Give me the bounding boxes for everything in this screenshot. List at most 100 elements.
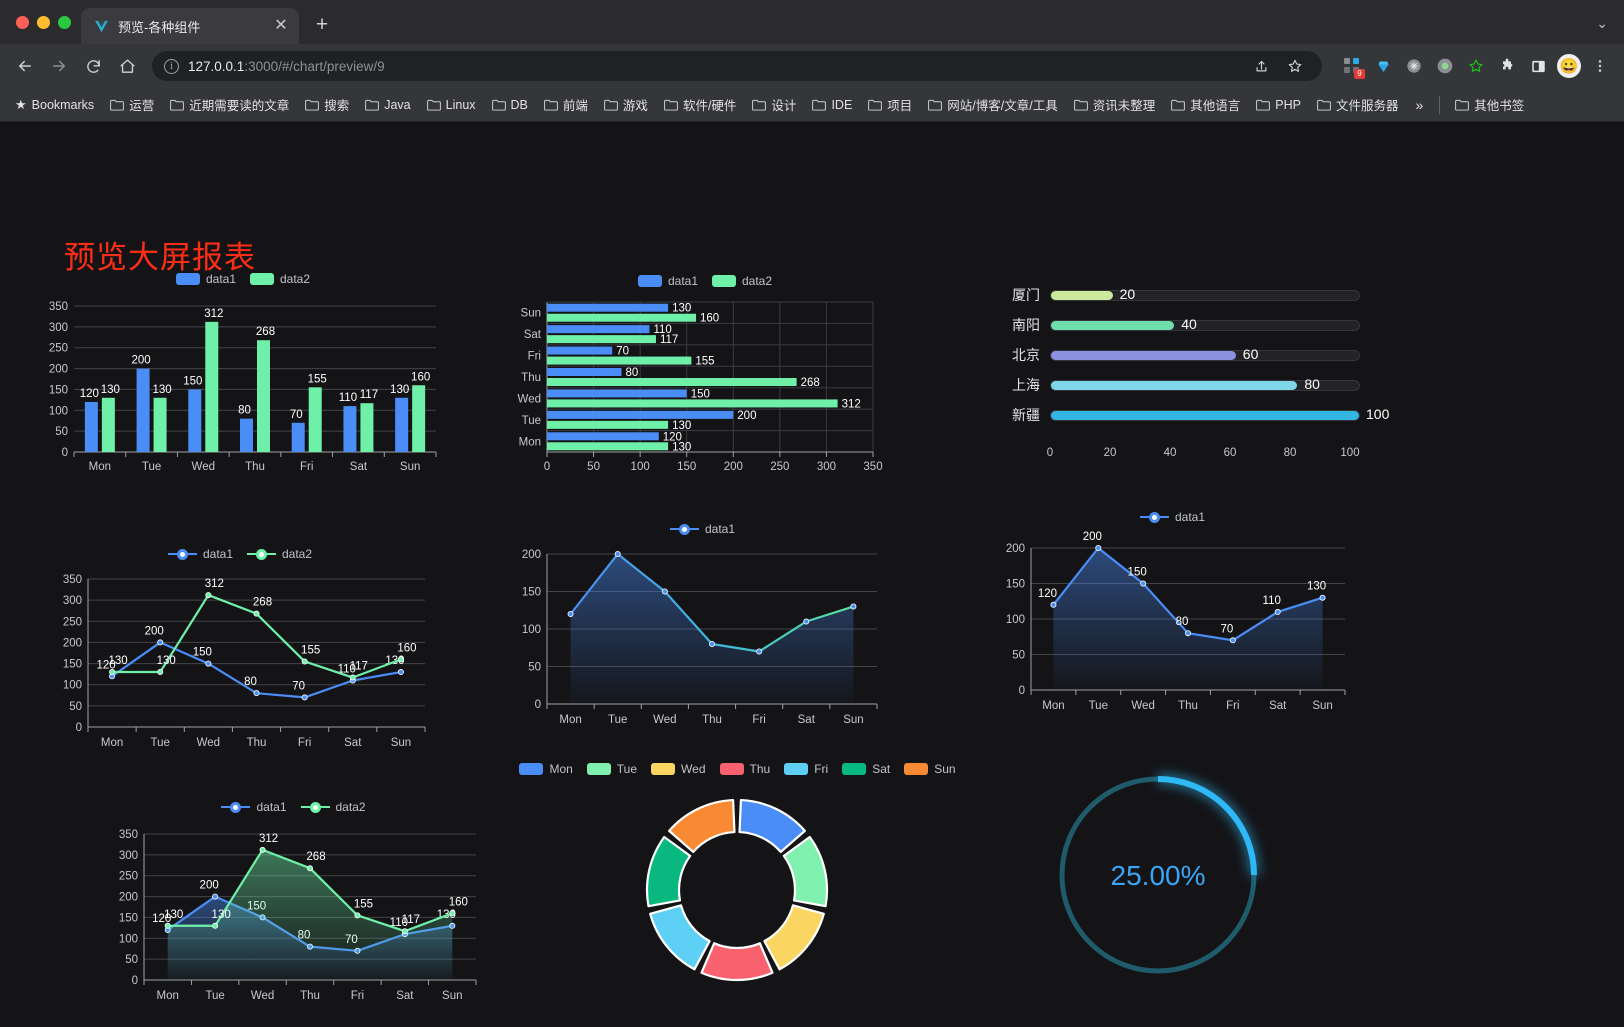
folder-icon (752, 99, 767, 111)
svg-text:250: 250 (770, 461, 789, 473)
side-panel-icon[interactable] (1524, 52, 1552, 80)
bookmark-item[interactable]: Linux (420, 94, 483, 116)
svg-text:150: 150 (1128, 567, 1147, 579)
bookmark-label: Java (384, 97, 411, 112)
folder-icon (1256, 99, 1271, 111)
puzzle-icon[interactable] (1493, 52, 1521, 80)
bookmarks-overflow-button[interactable]: » (1415, 96, 1424, 113)
bookmark-item[interactable]: 资讯未整理 (1067, 91, 1163, 118)
donut-plot (645, 798, 829, 982)
address-bar[interactable]: i 127.0.0.1:3000/#/chart/preview/9 (152, 51, 1322, 81)
close-tab-button[interactable]: ✕ (274, 17, 288, 34)
svg-text:200: 200 (145, 625, 164, 637)
browser-menu-icon[interactable] (1586, 52, 1614, 80)
folder-icon (868, 99, 883, 111)
share-icon[interactable] (1246, 51, 1276, 81)
circle-icon[interactable] (1431, 52, 1459, 80)
svg-text:Mon: Mon (157, 990, 179, 1002)
legend-donut-item[interactable]: Mon (519, 762, 573, 776)
legend-area-dual-item[interactable]: data2 (300, 800, 366, 814)
donut-segment-tue (782, 835, 829, 908)
legend-bar-vertical-item[interactable]: data2 (250, 272, 310, 286)
legend-line-smooth-item[interactable]: data1 (669, 522, 735, 536)
legend-donut-item[interactable]: Tue (586, 762, 637, 776)
home-button[interactable] (112, 51, 142, 81)
svg-text:100: 100 (49, 405, 68, 417)
svg-text:Wed: Wed (197, 737, 220, 749)
bookmark-item[interactable]: 软件/硬件 (657, 91, 743, 118)
site-info-icon[interactable]: i (164, 58, 179, 74)
bookmark-label: 近期需要读的文章 (189, 99, 290, 113)
bookmark-item[interactable]: 游戏 (597, 91, 655, 118)
bookmark-label: 运营 (129, 99, 155, 113)
svg-text:312: 312 (205, 578, 224, 590)
reload-button[interactable] (78, 51, 108, 81)
bookmark-item[interactable]: IDE (805, 94, 859, 116)
other-bookmarks-folder[interactable]: 其他书签 (1448, 91, 1531, 118)
svg-text:Fri: Fri (300, 461, 313, 473)
gear-icon[interactable] (1400, 52, 1428, 80)
legend-label: Mon (549, 762, 573, 776)
svg-text:110: 110 (338, 663, 356, 675)
progress-bar-fill (1051, 380, 1298, 390)
svg-text:0: 0 (132, 975, 138, 987)
bookmark-item[interactable]: 前端 (537, 91, 595, 118)
svg-text:117: 117 (402, 914, 420, 926)
close-window-button[interactable] (16, 15, 29, 29)
bookmark-item[interactable]: DB (485, 94, 535, 116)
bookmark-star-icon[interactable] (1280, 51, 1310, 81)
chevron-down-icon[interactable]: ⌄ (1596, 15, 1608, 31)
extensions-grid-icon[interactable]: 9 (1338, 52, 1366, 80)
progress-bar-label: 新疆 (1012, 408, 1040, 424)
bookmark-item[interactable]: Java (358, 94, 417, 116)
svg-text:50: 50 (528, 662, 541, 674)
legend-bar-horizontal-item[interactable]: data1 (637, 274, 698, 288)
bookmark-root[interactable]: ★ Bookmarks (8, 93, 101, 117)
legend-donut-item[interactable]: Sat (842, 762, 890, 776)
legend-donut-item[interactable]: Thu (719, 762, 770, 776)
bookmark-item[interactable]: 文件服务器 (1310, 91, 1406, 118)
legend-line-dual-item[interactable]: data1 (167, 547, 233, 561)
bookmark-item[interactable]: PHP (1249, 94, 1308, 116)
svg-text:100: 100 (1006, 614, 1025, 626)
svg-text:160: 160 (397, 642, 416, 654)
svg-text:Sat: Sat (1269, 700, 1287, 712)
svg-text:200: 200 (131, 355, 150, 367)
bookmark-item[interactable]: 设计 (745, 91, 803, 118)
svg-text:110: 110 (390, 917, 408, 929)
browser-tab[interactable]: 预览-各种组件 ✕ (81, 8, 299, 44)
legend-donut-item[interactable]: Fri (784, 762, 828, 776)
bookmark-item[interactable]: 近期需要读的文章 (163, 91, 296, 118)
svg-text:160: 160 (449, 896, 468, 908)
legend-line-dual-item[interactable]: data2 (247, 547, 312, 561)
svg-text:50: 50 (587, 461, 600, 473)
bookmark-item[interactable]: 网站/博客/文章/工具 (921, 91, 1064, 118)
bookmark-item[interactable]: 搜索 (298, 91, 356, 118)
new-tab-button[interactable]: + (315, 13, 329, 36)
legend-donut-item[interactable]: Wed (651, 762, 706, 776)
forward-button[interactable] (44, 51, 74, 81)
legend-area-single-item[interactable]: data1 (1139, 510, 1205, 524)
back-button[interactable] (10, 51, 40, 81)
vue-logo-icon (93, 18, 110, 35)
legend-swatch (784, 763, 809, 775)
legend-area-dual-item[interactable]: data1 (221, 800, 287, 814)
legend-bar-vertical-item[interactable]: data1 (175, 272, 236, 286)
legend-donut-item[interactable]: Sun (904, 762, 956, 776)
svg-text:80: 80 (626, 367, 639, 379)
bookmark-item[interactable]: 运营 (103, 91, 161, 118)
svg-text:150: 150 (63, 659, 82, 671)
svg-text:200: 200 (737, 410, 756, 422)
svg-text:155: 155 (301, 644, 320, 656)
bookmark-item[interactable]: 其他语言 (1164, 91, 1247, 118)
maximize-window-button[interactable] (58, 15, 71, 29)
legend-bar-horizontal-item[interactable]: data2 (712, 274, 772, 288)
bookmark-item[interactable]: 项目 (861, 91, 919, 118)
green-star-icon[interactable] (1462, 52, 1490, 80)
tab-strip: 预览-各种组件 ✕ + ⌄ (0, 0, 1624, 44)
progress-bar-list: 厦门 20 南阳 40 北京 60 上海 80 新疆 100 (1000, 280, 1389, 430)
profile-avatar[interactable]: 😀 (1555, 52, 1583, 80)
diamond-icon[interactable] (1369, 52, 1397, 80)
minimize-window-button[interactable] (37, 15, 50, 29)
legend-area-dual: data1 data2 (96, 800, 491, 814)
